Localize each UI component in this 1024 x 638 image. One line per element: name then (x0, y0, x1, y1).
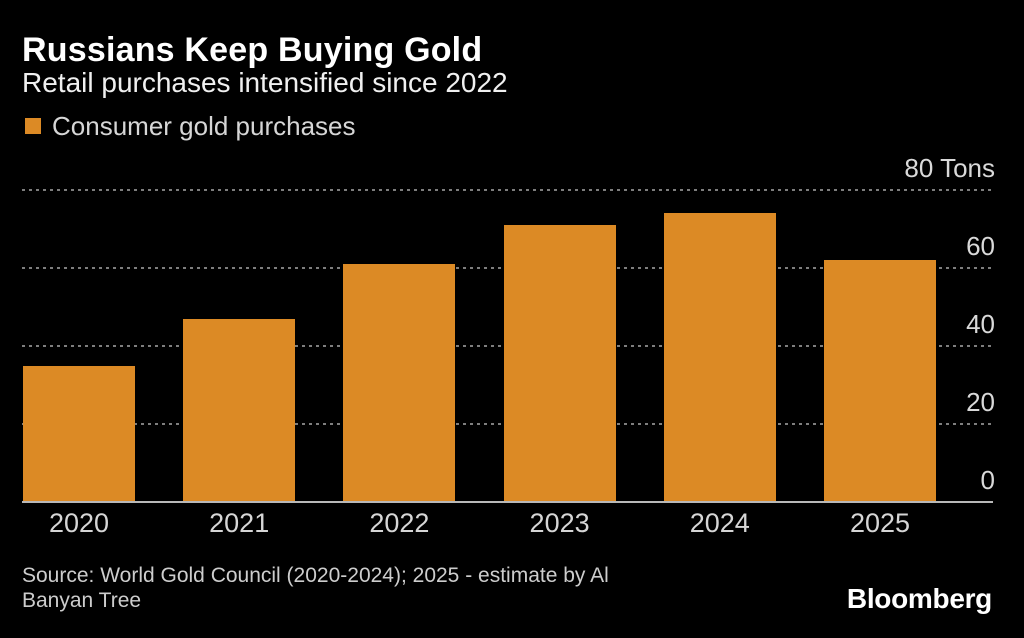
x-tick-label-2020: 2020 (48, 508, 110, 538)
chart-title: Russians Keep Buying Gold (22, 31, 483, 69)
bloomberg-logo: Bloomberg (846, 583, 992, 614)
y-tick-label-0: 0 (980, 465, 995, 495)
bar-2023 (503, 225, 616, 502)
x-axis-baseline (22, 501, 993, 503)
y-tick-label-60: 60 (966, 231, 995, 261)
bar-2025 (824, 260, 936, 502)
bar-2020 (23, 365, 135, 502)
bar-2022 (343, 264, 456, 502)
source-line-1: Source: World Gold Council (2020-2024); … (22, 564, 609, 587)
legend-swatch-icon (25, 118, 41, 134)
legend-label: Consumer gold purchases (52, 111, 356, 141)
gridline-80 (22, 189, 993, 191)
chart-subtitle: Retail purchases intensified since 2022 (22, 67, 508, 98)
source-line-2: Banyan Tree (22, 589, 142, 612)
x-tick-label-2021: 2021 (209, 508, 270, 538)
y-tick-label-20: 20 (966, 387, 995, 417)
y-tick-label-40: 40 (966, 309, 995, 339)
bar-2021 (183, 318, 296, 502)
x-tick-label-2025: 2025 (849, 508, 911, 538)
source-note: Source: World Gold Council (2020-2024); … (22, 563, 609, 613)
x-tick-label-2022: 2022 (369, 508, 430, 538)
x-tick-label-2024: 2024 (689, 508, 750, 538)
x-tick-label-2023: 2023 (529, 508, 590, 538)
legend: Consumer gold purchases (25, 111, 356, 141)
bar-2024 (663, 213, 776, 502)
y-tick-label-80: 80 Tons (904, 153, 995, 183)
